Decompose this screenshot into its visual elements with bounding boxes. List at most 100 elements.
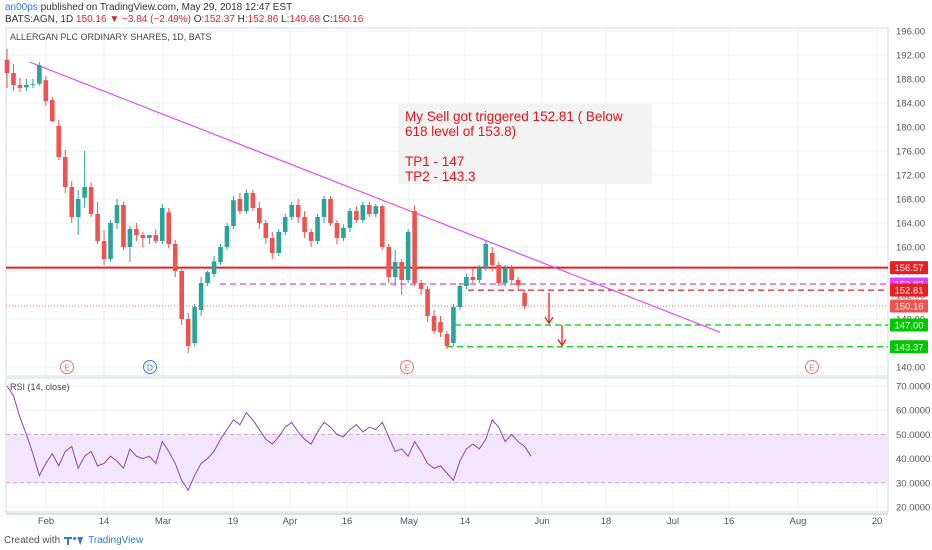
candle-body[interactable] (244, 193, 249, 211)
candle-body[interactable] (192, 307, 197, 343)
candle-body[interactable] (250, 193, 256, 208)
chart-canvas[interactable]: 196.00 192.00 188.00 184.00 180.00 176.00 172.… (0, 0, 932, 530)
candle-body[interactable] (431, 316, 437, 331)
candle-body[interactable] (75, 199, 81, 217)
event-marker[interactable] (60, 360, 74, 374)
candle-body[interactable] (444, 334, 450, 346)
candle-body[interactable] (464, 277, 469, 286)
candle-body[interactable] (30, 83, 36, 85)
candle-body[interactable] (49, 100, 55, 121)
candle-body[interactable] (121, 205, 126, 247)
candle-body[interactable] (62, 157, 68, 187)
price-label-text: 147.00 (894, 321, 923, 332)
candle-body[interactable] (172, 244, 178, 271)
candle-body[interactable] (231, 200, 236, 226)
candle-body[interactable] (159, 208, 165, 241)
candle-body[interactable] (379, 206, 385, 247)
price-label-text: 156.57 (894, 263, 923, 274)
candle-body[interactable] (483, 244, 489, 268)
candle-body[interactable] (88, 187, 94, 214)
candle-body[interactable] (341, 227, 346, 238)
candle-body[interactable] (257, 208, 262, 223)
candle-body[interactable] (347, 211, 353, 228)
candle-body[interactable] (237, 199, 243, 211)
annotation-box[interactable] (398, 104, 652, 184)
candle-body[interactable] (308, 232, 314, 241)
price-pane[interactable] (5, 27, 889, 377)
candle-body[interactable] (205, 272, 210, 283)
downtrend-line[interactable] (29, 61, 721, 333)
candle-body[interactable] (315, 217, 320, 241)
candle-body[interactable] (386, 247, 392, 277)
candle-body[interactable] (321, 199, 327, 217)
candle-body[interactable] (373, 206, 379, 214)
candle-body[interactable] (269, 238, 275, 253)
tradingview-logo-icon (64, 535, 84, 545)
candle-body[interactable] (263, 223, 269, 238)
candle-body[interactable] (134, 229, 139, 235)
candle-body[interactable] (114, 205, 120, 223)
candle-body[interactable] (198, 283, 204, 310)
candle-body[interactable] (470, 277, 476, 280)
candle-body[interactable] (276, 232, 282, 253)
candle-body[interactable] (477, 268, 482, 280)
candle-body[interactable] (360, 205, 366, 220)
candle-body[interactable] (457, 286, 463, 307)
candle-body[interactable] (438, 322, 443, 333)
close-label: C: (322, 14, 333, 25)
candle-body[interactable] (140, 235, 146, 238)
rsi-series-line[interactable] (6, 385, 532, 492)
candle-body[interactable] (354, 211, 359, 220)
candle-body[interactable] (17, 85, 23, 88)
candle-body[interactable] (179, 271, 184, 319)
candle-body[interactable] (56, 125, 62, 157)
candle-body[interactable] (147, 235, 152, 238)
event-marker[interactable] (805, 360, 819, 374)
candle-body[interactable] (425, 289, 430, 316)
event-marker[interactable] (143, 360, 157, 374)
candle-body[interactable] (82, 187, 87, 198)
candle-body[interactable] (489, 253, 495, 265)
candle-body[interactable] (127, 229, 133, 247)
candle-body[interactable] (185, 319, 191, 346)
candle-body[interactable] (515, 280, 521, 286)
candle-body[interactable] (405, 232, 411, 280)
candle-body[interactable] (451, 307, 456, 343)
candle-body[interactable] (4, 59, 10, 73)
tradingview-link[interactable]: TradingView (88, 534, 144, 546)
candle-body[interactable] (24, 85, 29, 88)
candle-body[interactable] (418, 283, 424, 289)
candle-body[interactable] (166, 212, 172, 244)
author-link[interactable]: an00ps (5, 2, 38, 13)
price-tick-label: 176.00 (896, 147, 925, 158)
candle-body[interactable] (496, 265, 502, 283)
close-value: 150.16 (332, 14, 364, 25)
candle-body[interactable] (412, 211, 417, 283)
candle-body[interactable] (289, 205, 294, 217)
candle-body[interactable] (522, 292, 527, 307)
candle-body[interactable] (95, 214, 100, 241)
candle-body[interactable] (211, 261, 217, 274)
candle-body[interactable] (302, 217, 307, 232)
candle-body[interactable] (334, 223, 340, 238)
time-tick-label: May (400, 516, 418, 527)
candle-body[interactable] (328, 199, 333, 223)
price-tick-label: 172.00 (896, 171, 925, 182)
candle-body[interactable] (502, 268, 508, 283)
candle-body[interactable] (367, 205, 372, 214)
candle-body[interactable] (43, 80, 49, 102)
event-marker[interactable] (400, 360, 414, 374)
candle-body[interactable] (153, 235, 159, 241)
candle-body[interactable] (295, 205, 301, 217)
candle-body[interactable] (11, 73, 16, 85)
candle-body[interactable] (108, 223, 113, 259)
candle-body[interactable] (399, 262, 404, 280)
candle-body[interactable] (282, 217, 288, 232)
candle-body[interactable] (224, 226, 230, 247)
candle-body[interactable] (101, 241, 107, 259)
candle-body[interactable] (392, 262, 398, 277)
candle-body[interactable] (37, 65, 42, 84)
candle-body[interactable] (509, 268, 514, 280)
candle-body[interactable] (69, 187, 74, 217)
candle-body[interactable] (218, 247, 223, 262)
